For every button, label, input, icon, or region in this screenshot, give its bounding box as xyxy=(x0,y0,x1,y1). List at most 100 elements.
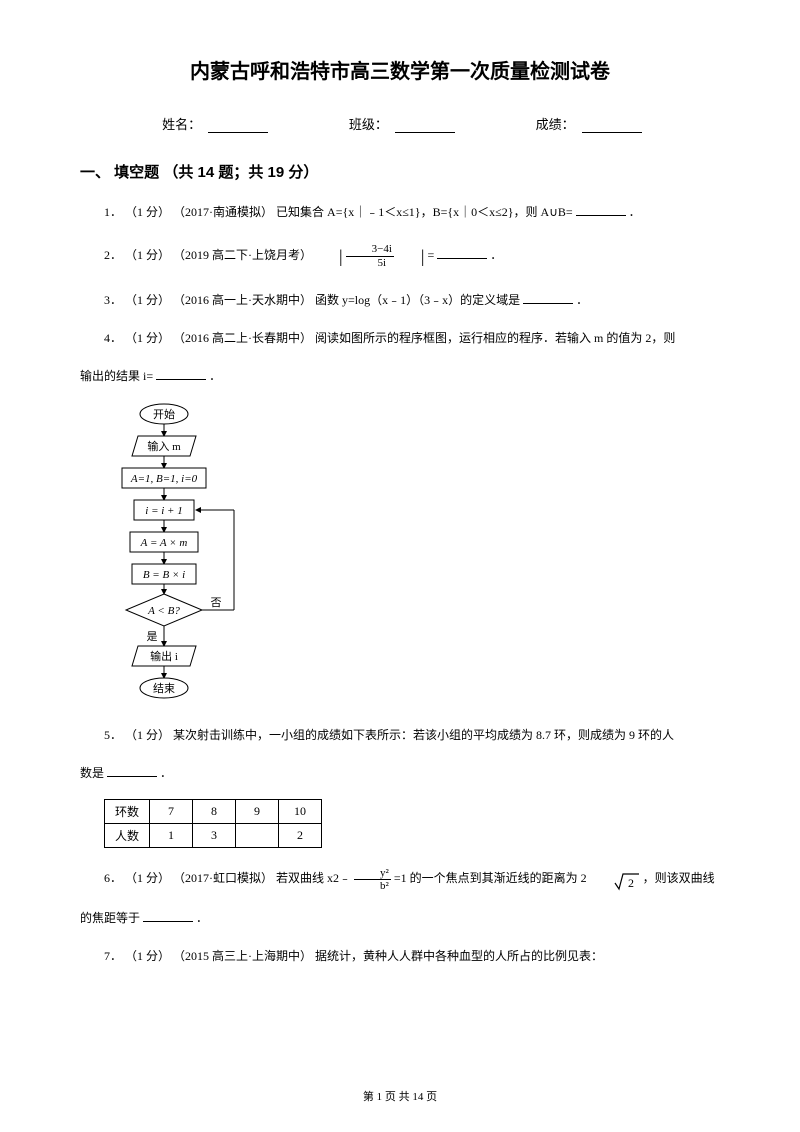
q6-sqrt: 2 xyxy=(590,867,640,891)
student-info-line: 姓名： 班级： 成绩： xyxy=(80,114,720,133)
flowchart-svg: 开始 输入 m A=1, B=1, i=0 i = i + 1 A = A × … xyxy=(104,402,264,704)
q2-points: （1 分） xyxy=(125,248,170,262)
table-cell: 环数 xyxy=(105,800,150,824)
question-4: 4． （1 分） （2016 高二上·长春期中） 阅读如图所示的程序框图，运行相… xyxy=(80,326,720,350)
svg-text:否: 否 xyxy=(211,597,222,609)
q4-text: 阅读如图所示的程序框图，运行相应的程序．若输入 m 的值为 2，则 xyxy=(315,331,675,345)
q1-num: 1． xyxy=(104,205,122,219)
table-cell: 人数 xyxy=(105,824,150,848)
q5-points: （1 分） xyxy=(125,728,170,742)
q4-num: 4． xyxy=(104,331,122,345)
svg-text:A = A × m: A = A × m xyxy=(140,537,188,549)
q4-suffix: ． xyxy=(209,369,221,383)
table-cell: 2 xyxy=(279,824,322,848)
table-row: 人数 1 3 2 xyxy=(105,824,322,848)
abs-left: | xyxy=(315,238,343,274)
q7-points: （1 分） xyxy=(125,949,170,963)
q7-text: 据统计，黄种人人群中各种血型的人所占的比例见表： xyxy=(315,949,603,963)
section-header: 一、 填空题 （共 14 题；共 19 分） xyxy=(80,161,720,182)
question-4-line2: 输出的结果 i= ． xyxy=(80,364,720,388)
q6-fraction: y² b² xyxy=(354,867,391,892)
q6-blank xyxy=(143,909,193,922)
table-cell: 3 xyxy=(193,824,236,848)
score-label: 成绩： xyxy=(536,117,575,132)
q6-pre: 若双曲线 x2﹣ xyxy=(276,871,351,885)
table-row: 环数 7 8 9 10 xyxy=(105,800,322,824)
q6-text2: 的焦距等于 xyxy=(80,911,140,925)
q6-source: （2017·虹口模拟） xyxy=(173,871,273,885)
q5-table: 环数 7 8 9 10 人数 1 3 2 xyxy=(104,799,322,848)
q4-text2: 输出的结果 i= xyxy=(80,369,153,383)
question-6: 6． （1 分） （2017·虹口模拟） 若双曲线 x2﹣ y² b² =1 的… xyxy=(80,866,720,892)
q2-num: 2． xyxy=(104,248,122,262)
q5-text2: 数是 xyxy=(80,766,104,780)
svg-text:B = B × i: B = B × i xyxy=(143,569,185,581)
abs-right: | xyxy=(397,238,425,274)
q2-after: = xyxy=(428,248,435,262)
q6-post: ，则该双曲线 xyxy=(643,871,715,885)
q2-frac-num: 3−4i xyxy=(346,243,394,256)
q7-source: （2015 高三上·上海期中） xyxy=(173,949,312,963)
q4-blank xyxy=(156,367,206,380)
table-cell: 9 xyxy=(236,800,279,824)
q1-source: （2017·南通模拟） xyxy=(173,205,273,219)
q1-points: （1 分） xyxy=(125,205,170,219)
q1-suffix: ． xyxy=(629,205,641,219)
svg-text:结束: 结束 xyxy=(153,682,175,695)
name-label: 姓名： xyxy=(162,117,201,132)
name-blank xyxy=(208,118,268,133)
svg-text:开始: 开始 xyxy=(153,407,175,421)
svg-text:2: 2 xyxy=(628,876,634,890)
page-container: 内蒙古呼和浩特市高三数学第一次质量检测试卷 姓名： 班级： 成绩： 一、 填空题… xyxy=(0,0,800,1132)
q6-frac-den: b² xyxy=(354,880,391,892)
page-footer: 第 1 页 共 14 页 xyxy=(80,1088,720,1104)
q2-frac-den: 5i xyxy=(346,257,394,269)
question-7: 7． （1 分） （2015 高三上·上海期中） 据统计，黄种人人群中各种血型的… xyxy=(80,944,720,968)
q2-source: （2019 高二下·上饶月考） xyxy=(173,248,312,262)
score-blank xyxy=(582,118,642,133)
class-label: 班级： xyxy=(349,117,388,132)
q6-suffix: ． xyxy=(196,911,208,925)
question-6-line2: 的焦距等于 ． xyxy=(80,906,720,930)
question-5: 5． （1 分） 某次射击训练中，一小组的成绩如下表所示：若该小组的平均成绩为 … xyxy=(80,723,720,747)
q3-suffix: ． xyxy=(576,293,588,307)
q2-suffix: ． xyxy=(490,248,502,262)
q6-mid: =1 的一个焦点到其渐近线的距离为 2 xyxy=(394,871,590,885)
svg-text:输入 m: 输入 m xyxy=(147,439,181,453)
table-cell: 8 xyxy=(193,800,236,824)
svg-text:输出 i: 输出 i xyxy=(150,649,178,663)
q3-source: （2016 高一上·天水期中） xyxy=(173,293,312,307)
class-blank xyxy=(395,118,455,133)
q5-blank xyxy=(107,764,157,777)
q2-blank xyxy=(437,246,487,259)
table-cell: 7 xyxy=(150,800,193,824)
q5-text: 某次射击训练中，一小组的成绩如下表所示：若该小组的平均成绩为 8.7 环，则成绩… xyxy=(173,728,674,742)
svg-text:i = i + 1: i = i + 1 xyxy=(145,505,182,517)
table-cell: 10 xyxy=(279,800,322,824)
table-cell: 1 xyxy=(150,824,193,848)
exam-title: 内蒙古呼和浩特市高三数学第一次质量检测试卷 xyxy=(80,55,720,84)
q6-frac-num: y² xyxy=(354,867,391,880)
q1-text: 已知集合 A={x｜﹣1＜x≤1}，B={x｜0＜x≤2}，则 A∪B= xyxy=(276,205,573,219)
table-cell xyxy=(236,824,279,848)
question-3: 3． （1 分） （2016 高一上·天水期中） 函数 y=log（x﹣1）（3… xyxy=(80,288,720,312)
q6-num: 6． xyxy=(104,871,122,885)
q1-blank xyxy=(576,203,626,216)
flowchart: 开始 输入 m A=1, B=1, i=0 i = i + 1 A = A × … xyxy=(104,402,720,709)
svg-text:A=1, B=1, i=0: A=1, B=1, i=0 xyxy=(130,473,198,485)
q4-source: （2016 高二上·长春期中） xyxy=(173,331,312,345)
svg-text:A < B?: A < B? xyxy=(147,605,180,617)
question-5-line2: 数是 ． xyxy=(80,761,720,785)
q6-points: （1 分） xyxy=(125,871,170,885)
q3-text: 函数 y=log（x﹣1）（3﹣x）的定义域是 xyxy=(315,293,520,307)
q5-num: 5． xyxy=(104,728,122,742)
q4-points: （1 分） xyxy=(125,331,170,345)
question-2: 2． （1 分） （2019 高二下·上饶月考） | 3−4i 5i | = ． xyxy=(80,238,720,274)
question-1: 1． （1 分） （2017·南通模拟） 已知集合 A={x｜﹣1＜x≤1}，B… xyxy=(80,200,720,224)
q3-num: 3． xyxy=(104,293,122,307)
q2-fraction: 3−4i 5i xyxy=(346,243,394,268)
q7-num: 7． xyxy=(104,949,122,963)
q5-suffix: ． xyxy=(160,766,172,780)
q3-points: （1 分） xyxy=(125,293,170,307)
q3-blank xyxy=(523,291,573,304)
